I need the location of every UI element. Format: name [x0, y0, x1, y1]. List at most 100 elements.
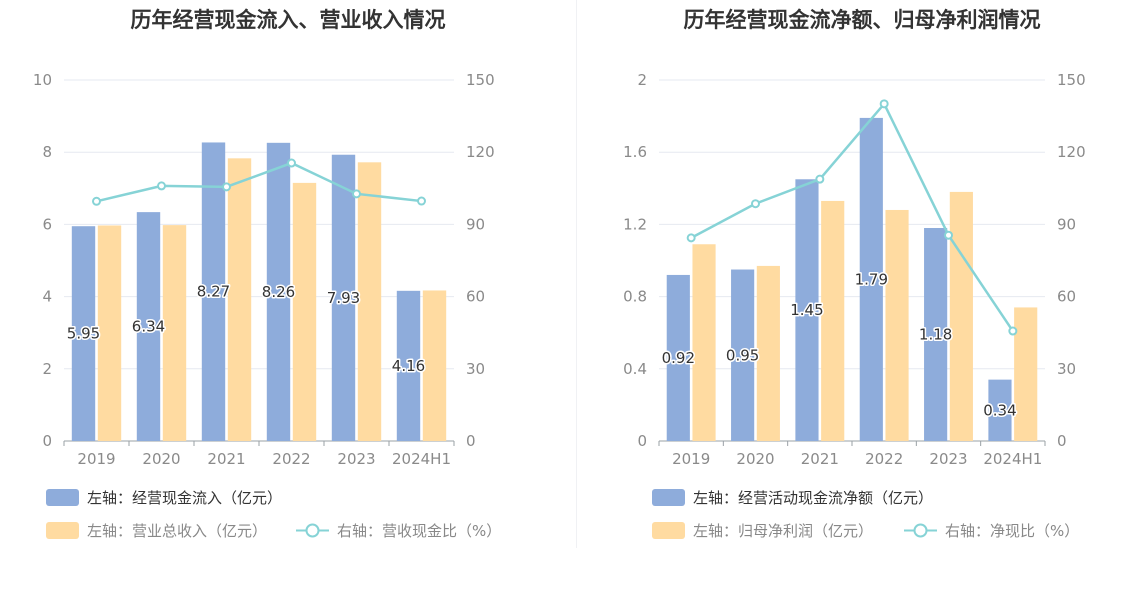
line-point	[1008, 326, 1018, 336]
left-axis-tick-label: 4	[42, 288, 52, 306]
line-point	[417, 196, 426, 206]
bar-secondary	[162, 225, 187, 441]
left-axis-tick-label: 8	[42, 143, 52, 161]
right-axis-tick-label: 30	[466, 360, 485, 378]
bar-primary	[71, 226, 96, 441]
line-point	[686, 233, 696, 243]
right-axis-tick-label: 150	[466, 71, 495, 89]
legend-item-series-3[interactable]: 右轴：净现比（%）	[904, 520, 1079, 541]
left-axis-tick-label: 0.8	[623, 288, 647, 306]
legend-line-marker-icon	[296, 523, 329, 538]
bar-primary	[136, 212, 161, 441]
bar-primary	[666, 274, 690, 441]
bar-data-label: 8.26	[262, 283, 295, 301]
bar-primary	[731, 269, 755, 441]
x-axis-category-label: 2022	[272, 450, 310, 468]
left-axis-tick-label: 1.6	[623, 143, 647, 161]
bar-data-label: 0.92	[662, 349, 695, 367]
bar-data-label: 5.95	[67, 325, 100, 343]
bar-primary	[859, 117, 883, 441]
chart-title: 历年经营现金流净额、归母净利润情况	[683, 8, 1041, 32]
line-point	[287, 158, 296, 168]
legend-circle	[913, 523, 928, 538]
bar-primary	[924, 228, 948, 441]
right-axis-tick-label: 90	[466, 215, 485, 233]
right-axis-tick-label: 60	[1057, 288, 1076, 306]
line-point	[222, 182, 231, 192]
bar-data-label: 1.79	[855, 270, 888, 288]
left-axis-tick-label: 0.4	[623, 360, 647, 378]
left-axis-tick-label: 10	[33, 71, 52, 89]
legend-label: 左轴：经营现金流入（亿元）	[87, 489, 283, 507]
bar-secondary	[692, 244, 716, 441]
x-axis-category-label: 2021	[801, 450, 839, 468]
right-axis-tick-label: 120	[1057, 143, 1086, 161]
bar-primary	[266, 142, 291, 441]
panel-divider	[576, 0, 577, 548]
right-axis-tick-label: 150	[1057, 71, 1086, 89]
x-axis-category-label: 2022	[865, 450, 903, 468]
bar-secondary	[885, 209, 909, 441]
chart-plot: 0 0 2 30 4 60 6 90 8 120 10 150 2019 2020 2021 2022 2023…	[33, 71, 495, 468]
left-axis-tick-label: 2	[42, 360, 52, 378]
bar-secondary	[1014, 307, 1038, 441]
legend-label: 左轴：归母净利润（亿元）	[693, 522, 874, 540]
bar-secondary	[756, 265, 780, 441]
legend-label: 右轴：营收现金比（%）	[337, 522, 502, 540]
legend-item-series-1[interactable]: 左轴：经营活动现金流净额（亿元）	[652, 487, 933, 508]
right-axis-tick-label: 0	[1057, 432, 1067, 450]
chart-panel-cash-inflow-revenue: 历年经营现金流入、营业收入情况 0 0 2 30 4 60 6 90 8 120 10 150 2019…	[33, 8, 501, 541]
legend-item-series-2[interactable]: 左轴：营业总收入（亿元）	[46, 520, 267, 541]
legend-swatch	[652, 489, 685, 506]
x-axis-category-label: 2024H1	[392, 450, 451, 468]
bar-primary	[331, 154, 356, 442]
bar-data-label: 6.34	[132, 318, 165, 336]
legend-item-series-2[interactable]: 左轴：归母净利润（亿元）	[652, 520, 873, 541]
legend-swatch	[652, 522, 685, 539]
line-series	[96, 161, 422, 203]
line-point	[815, 174, 825, 184]
chart-title: 历年经营现金流入、营业收入情况	[130, 8, 446, 32]
line-point	[157, 181, 166, 191]
legend-item-series-1[interactable]: 左轴：经营现金流入（亿元）	[46, 487, 282, 508]
left-axis-tick-label: 1.2	[623, 215, 647, 233]
x-axis-category-label: 2020	[736, 450, 774, 468]
right-axis-tick-label: 0	[466, 432, 476, 450]
legend-label: 左轴：营业总收入（亿元）	[87, 522, 268, 540]
bar-primary	[988, 379, 1012, 441]
line-series	[690, 101, 1014, 332]
x-axis-category-label: 2019	[672, 450, 710, 468]
legend-item-series-3[interactable]: 右轴：营收现金比（%）	[296, 520, 501, 541]
bar-primary	[396, 290, 421, 441]
bar-secondary	[422, 290, 447, 441]
line-point	[944, 230, 953, 240]
legend-label: 右轴：净现比（%）	[945, 522, 1080, 540]
bar-secondary	[97, 225, 122, 441]
x-axis-category-label: 2023	[929, 450, 967, 468]
bar-secondary	[357, 162, 382, 442]
right-axis-tick-label: 30	[1057, 360, 1076, 378]
x-axis-category-label: 2020	[142, 450, 180, 468]
bar-data-label: 7.93	[327, 289, 360, 307]
line-point	[352, 189, 361, 199]
bar-secondary	[292, 182, 317, 441]
bar-data-label: 1.18	[919, 326, 952, 344]
x-axis-category-label: 2024H1	[983, 450, 1042, 468]
x-axis-category-label: 2023	[337, 450, 375, 468]
bar-data-label: 8.27	[197, 283, 230, 301]
line-point	[92, 196, 101, 206]
bar-data-label: 0.34	[983, 401, 1016, 419]
bar-primary	[795, 179, 819, 441]
legend-line-marker-icon	[904, 523, 937, 538]
legend-swatch	[46, 489, 79, 506]
bar-secondary	[821, 200, 845, 441]
left-axis-tick-label: 6	[42, 215, 52, 233]
left-axis-tick-label: 0	[637, 432, 647, 450]
bar-data-label: 4.16	[392, 357, 425, 375]
legend-label: 左轴：经营活动现金流净额（亿元）	[693, 489, 934, 507]
left-axis-tick-label: 0	[42, 432, 52, 450]
chart-plot: 0 0 0.4 30 0.8 60 1.2 90 1.6 120 2 150 2019 2020 2021 2…	[623, 71, 1086, 468]
chart-panel-net-cash-profit: 历年经营现金流净额、归母净利润情况 0 0 0.4 30 0.8 60 1.2 90 1.6 12…	[577, 0, 1147, 589]
bar-secondary	[227, 158, 252, 441]
left-axis-tick-label: 2	[637, 71, 647, 89]
